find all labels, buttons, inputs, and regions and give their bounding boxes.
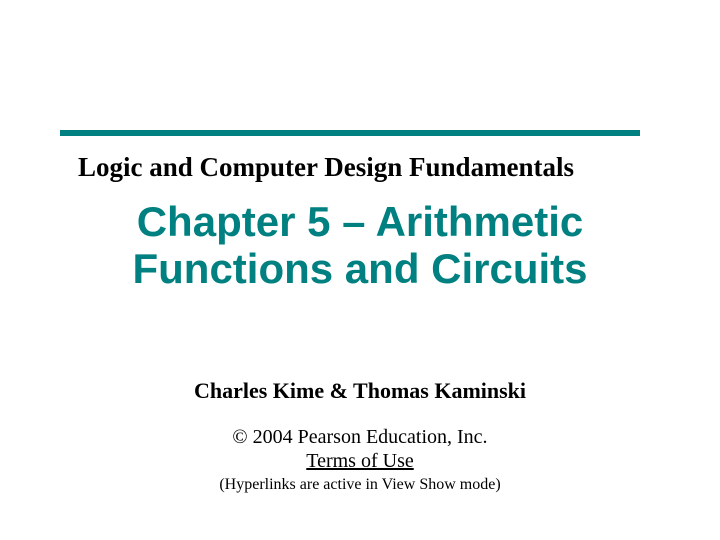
authors: Charles Kime & Thomas Kaminski: [0, 378, 720, 404]
title-line-2: Functions and Circuits: [132, 245, 587, 292]
slide: Logic and Computer Design Fundamentals C…: [0, 0, 720, 540]
title-line-1: Chapter 5 – Arithmetic: [137, 198, 584, 245]
book-subtitle: Logic and Computer Design Fundamentals: [78, 152, 574, 183]
hyperlink-note: (Hyperlinks are active in View Show mode…: [0, 476, 720, 494]
horizontal-rule: [60, 130, 640, 136]
terms-of-use-link[interactable]: Terms of Use: [306, 450, 413, 472]
chapter-title: Chapter 5 – Arithmetic Functions and Cir…: [0, 198, 720, 292]
copyright-line: © 2004 Pearson Education, Inc.: [0, 426, 720, 449]
terms-line: Terms of Use: [0, 450, 720, 473]
